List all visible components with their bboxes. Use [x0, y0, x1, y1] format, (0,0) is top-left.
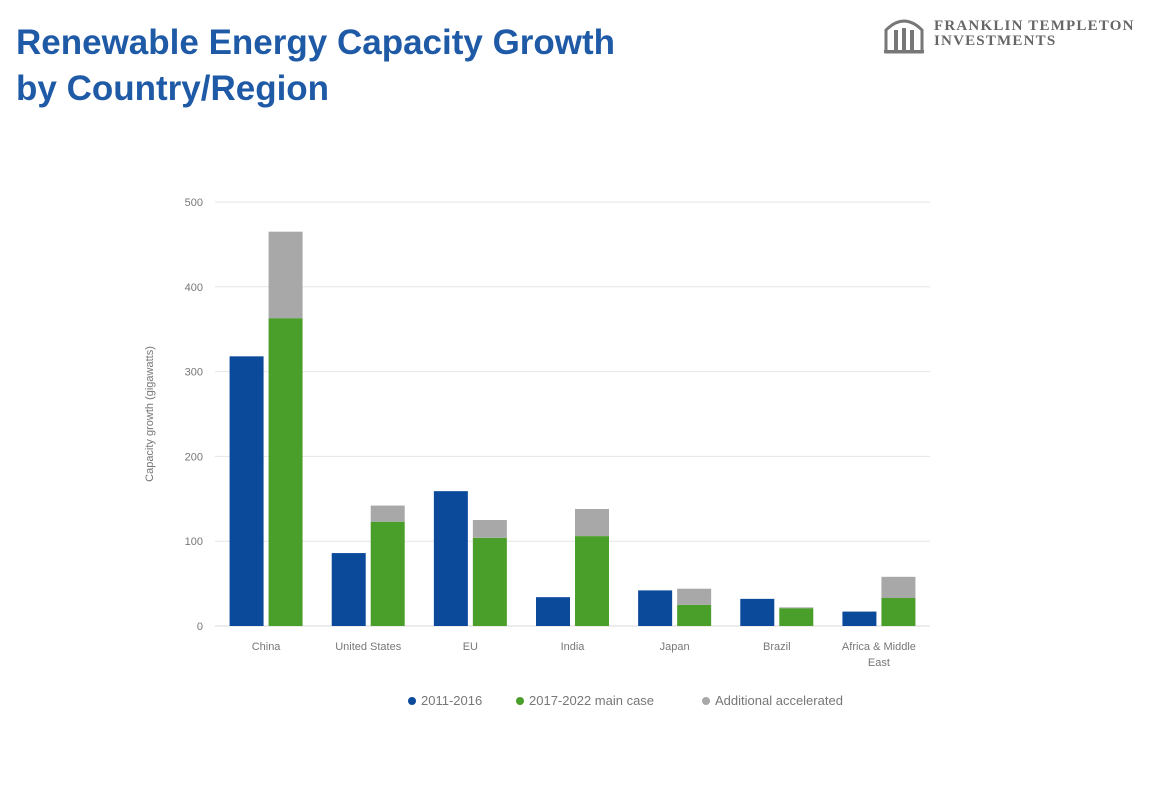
statue-logo-icon: [884, 19, 924, 54]
bar-2017-2022-main-case: [268, 318, 303, 626]
x-category-label: East: [868, 657, 890, 669]
bar-2011-2016: [740, 598, 775, 626]
bar-2011-2016: [842, 611, 877, 626]
bar-2011-2016: [638, 590, 673, 626]
bar-2017-2022-main-case: [370, 521, 405, 626]
x-category-label: EU: [463, 641, 478, 653]
bar-2011-2016: [433, 491, 468, 626]
bar-additional-accelerated: [472, 520, 507, 538]
legend-marker: [702, 697, 710, 705]
legend-label: 2011-2016: [421, 693, 482, 708]
x-category-label: Africa & Middle: [842, 641, 916, 653]
bar-additional-accelerated: [268, 231, 303, 319]
bar-2017-2022-main-case: [881, 598, 916, 626]
y-axis-label: Capacity growth (gigawatts): [144, 346, 156, 482]
bar-additional-accelerated: [779, 607, 814, 609]
legend-label: Additional accelerated: [715, 693, 843, 708]
x-category-label: United States: [335, 641, 402, 653]
y-axis-ticks: 0 100 200 300 400 500: [185, 197, 203, 633]
bar-2011-2016: [331, 553, 366, 626]
y-tick-label: 500: [185, 197, 203, 209]
bars: [229, 231, 916, 626]
x-category-label: Japan: [660, 641, 690, 653]
y-tick-label: 0: [197, 621, 203, 633]
bar-additional-accelerated: [677, 588, 712, 605]
bar-2011-2016: [229, 356, 264, 626]
x-category-label: China: [252, 641, 282, 653]
legend: 2011-2016 2017-2022 main case Additional a…: [408, 693, 843, 708]
logo-text-line-2: INVESTMENTS: [934, 33, 1057, 49]
bar-2017-2022-main-case: [779, 608, 814, 626]
title-line-2: by Country/Region: [16, 69, 330, 108]
bar-2017-2022-main-case: [677, 604, 712, 626]
chart-title: Renewable Energy Capacity Growth by Coun…: [16, 20, 615, 112]
bar-additional-accelerated: [370, 505, 405, 522]
y-tick-label: 400: [185, 282, 203, 294]
x-axis-categories: China United States EU India Japan Brazil Afri…: [252, 641, 916, 669]
bar-additional-accelerated: [881, 576, 916, 599]
bar-2017-2022-main-case: [575, 536, 609, 626]
bar-2017-2022-main-case: [472, 537, 507, 626]
y-tick-label: 100: [185, 536, 203, 548]
logo-text-line-1: FRANKLIN TEMPLETON: [934, 18, 1135, 34]
legend-marker: [408, 697, 416, 705]
gridlines: [215, 201, 930, 627]
franklin-templeton-logo: FRANKLIN TEMPLETON INVESTMENTS: [882, 14, 1135, 54]
legend-marker: [516, 697, 524, 705]
legend-label: 2017-2022 main case: [529, 693, 654, 708]
y-tick-label: 200: [185, 451, 203, 463]
bar-additional-accelerated: [575, 508, 609, 537]
bar-2011-2016: [536, 597, 570, 626]
y-tick-label: 300: [185, 367, 203, 379]
title-line-1: Renewable Energy Capacity Growth: [16, 23, 616, 62]
x-category-label: Brazil: [763, 641, 791, 653]
x-category-label: India: [561, 641, 586, 653]
